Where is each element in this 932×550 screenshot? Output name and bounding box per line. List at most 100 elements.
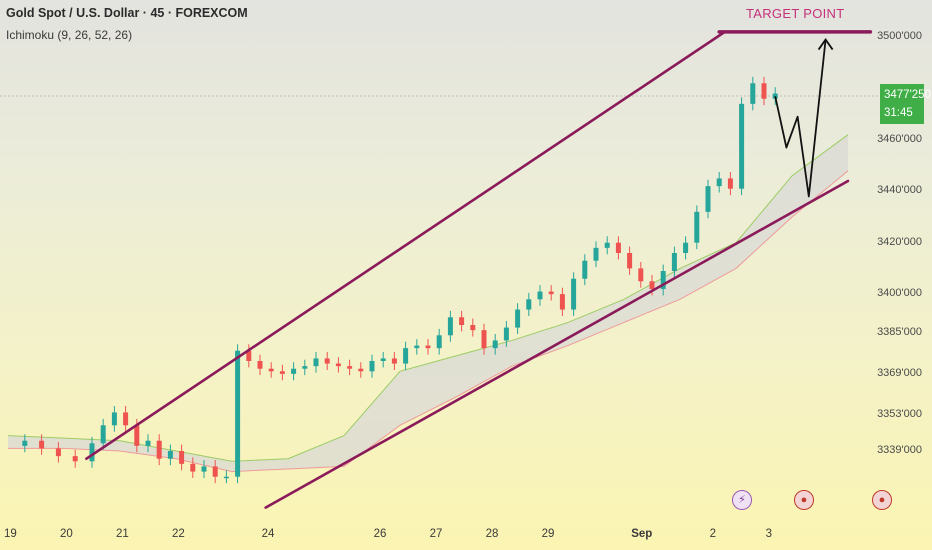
- y-tick-label: 3460'000: [877, 132, 922, 145]
- chart-title: Gold Spot / U.S. Dollar · 45 · FOREXCOM: [6, 6, 248, 20]
- channel-lines[interactable]: [85, 30, 850, 509]
- projection-line[interactable]: [774, 39, 827, 198]
- span-b-line: [8, 170, 849, 473]
- y-tick-label: 3353'000: [877, 408, 922, 420]
- y-tick-label: 3385'000: [877, 325, 922, 338]
- indicator-label[interactable]: Ichimoku (9, 26, 52, 26): [6, 28, 133, 42]
- span-a-line: [7, 134, 849, 462]
- candle-body: [335, 363, 341, 367]
- candle-body: [503, 327, 509, 341]
- candle-body: [201, 466, 207, 472]
- candle-body: [72, 456, 78, 462]
- candle-body: [190, 463, 196, 472]
- candle-body: [179, 451, 185, 464]
- candle-body: [235, 350, 241, 477]
- candle-body: [223, 476, 229, 479]
- x-tick-label: 24: [261, 528, 275, 540]
- candle-body: [638, 268, 644, 282]
- current-price-value: 3477'250: [884, 89, 931, 101]
- candle-body: [55, 448, 61, 457]
- candle-body: [649, 281, 655, 289]
- candle-body: [716, 178, 722, 187]
- candle-body: [100, 425, 106, 444]
- candle-body: [414, 345, 420, 349]
- candle-body: [671, 253, 677, 271]
- candle-body: [358, 368, 364, 372]
- x-tick-label: 3: [765, 528, 772, 540]
- candle-body: [481, 330, 487, 349]
- candle-body: [627, 253, 633, 269]
- candle-body: [615, 242, 621, 253]
- ichimoku-cloud: [7, 134, 849, 473]
- candle-body: [548, 291, 554, 295]
- candle-body: [683, 242, 689, 253]
- arrow-up-icon: [817, 38, 834, 51]
- x-tick-label: 21: [116, 528, 129, 540]
- candle-body: [324, 358, 330, 364]
- candle-body: [302, 366, 308, 369]
- candle-body: [403, 348, 409, 364]
- candle-body: [134, 425, 140, 446]
- us-flag-icon[interactable]: ●: [872, 490, 892, 510]
- bar-countdown: 31:45: [884, 107, 913, 119]
- y-tick-label: 3339'000: [877, 444, 922, 456]
- candle-body: [39, 440, 45, 449]
- x-tick-label: 19: [4, 528, 17, 540]
- channel-lower-line[interactable]: [264, 179, 850, 509]
- x-tick-label: Sep: [631, 528, 653, 540]
- candle-body: [694, 211, 700, 243]
- x-tick-label: 27: [429, 528, 443, 540]
- candle-body: [257, 361, 263, 369]
- candle-body: [459, 317, 465, 325]
- candle-body: [347, 366, 353, 369]
- candle-body: [515, 309, 521, 328]
- x-tick-label: 2: [709, 528, 716, 540]
- target-point-label: TARGET POINT: [746, 6, 845, 21]
- candle-body: [492, 340, 498, 349]
- candle-body: [750, 83, 756, 104]
- candle-body: [279, 371, 285, 374]
- us-flag-icon[interactable]: ●: [794, 490, 814, 510]
- candle-body: [123, 412, 129, 426]
- candle-body: [246, 350, 252, 361]
- candle-body: [739, 103, 745, 189]
- y-tick-label: 3369'000: [877, 366, 922, 379]
- candle-body: [145, 440, 151, 446]
- candle-body: [470, 325, 476, 331]
- candle-body: [313, 358, 319, 367]
- candle-body: [268, 368, 274, 372]
- candle-body: [537, 291, 543, 300]
- candle-body: [582, 260, 588, 279]
- candle-body: [447, 317, 453, 336]
- candle-body: [761, 83, 767, 99]
- y-tick-label: 3400'000: [877, 287, 922, 300]
- candle-body: [111, 412, 117, 426]
- y-tick-label: 3500'000: [877, 30, 922, 42]
- candle-body: [660, 271, 666, 289]
- projection-path[interactable]: [774, 38, 834, 198]
- candle-body: [604, 242, 610, 248]
- candle-body: [291, 368, 297, 374]
- x-tick-label: 28: [485, 528, 499, 540]
- candle-body: [571, 278, 577, 310]
- candle-body: [391, 358, 397, 364]
- candle-body: [380, 358, 386, 361]
- cloud-area: [8, 134, 848, 472]
- candle-body: [526, 299, 532, 310]
- candle-body: [593, 247, 599, 261]
- candle-body: [156, 440, 162, 459]
- candle-body: [22, 440, 28, 446]
- candle-body: [212, 466, 218, 477]
- x-tick-label: 26: [373, 528, 387, 540]
- x-tick-label: 20: [60, 528, 73, 540]
- candle-body: [89, 443, 95, 462]
- candle-body: [167, 451, 173, 459]
- lightning-icon[interactable]: ⚡: [732, 490, 752, 510]
- candle-body: [559, 294, 565, 310]
- y-tick-label: 3420'000: [877, 235, 922, 248]
- channel-upper-line[interactable]: [85, 30, 727, 461]
- x-tick-label: 22: [172, 528, 185, 540]
- candle-body: [425, 345, 431, 349]
